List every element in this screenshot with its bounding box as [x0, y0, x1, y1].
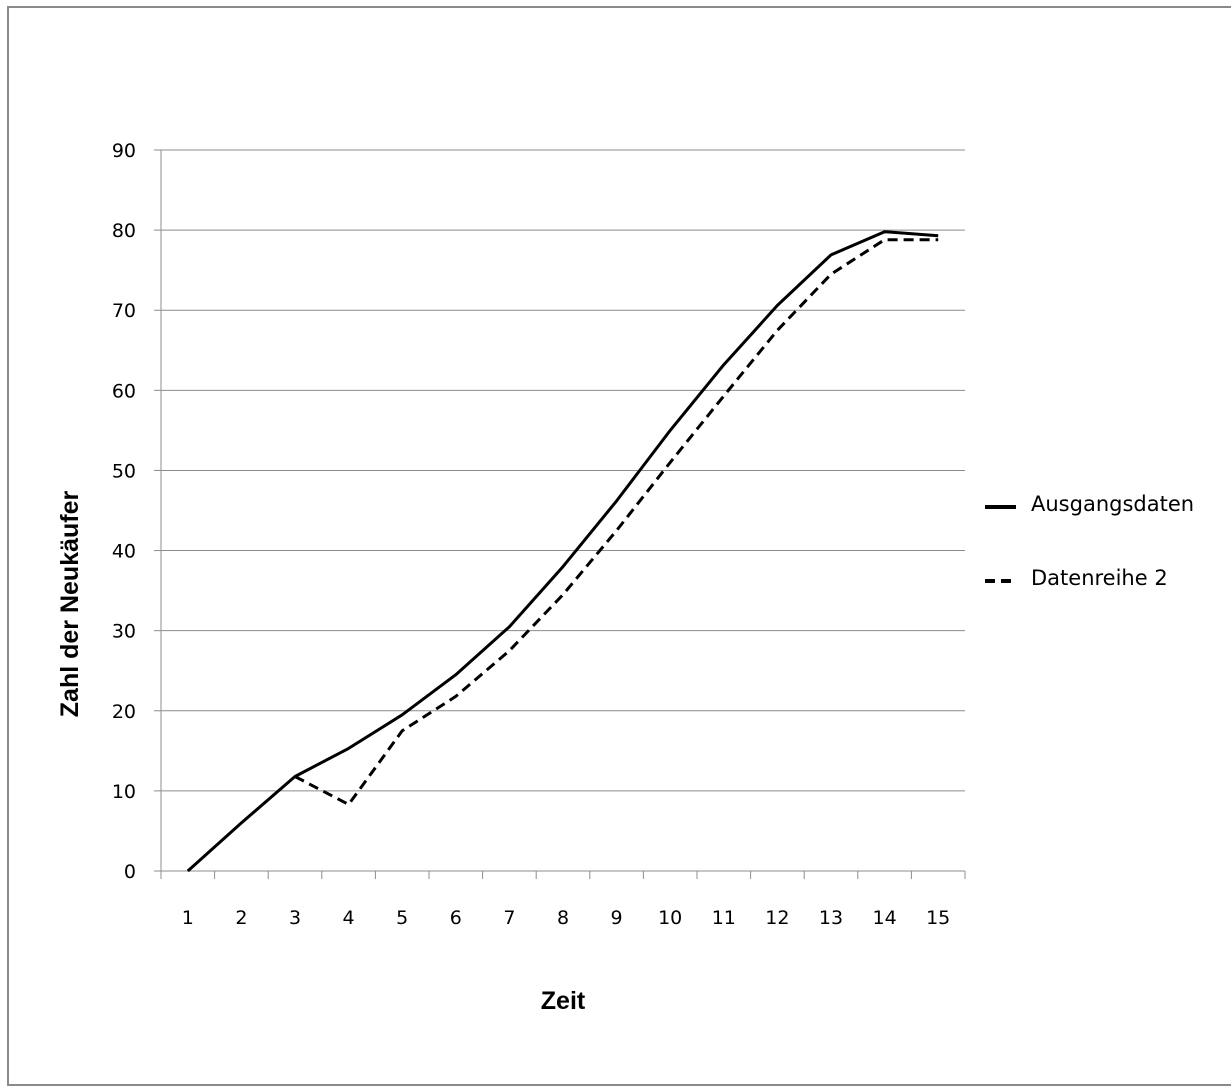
y-tick-label: 80: [112, 220, 136, 242]
y-axis-tick-labels: 0 10 20 30 40 50 60 70 80 90: [112, 140, 136, 883]
x-tick-label: 12: [765, 907, 789, 929]
y-tick-label: 70: [112, 300, 136, 322]
legend-label: Ausgangsdaten: [1031, 492, 1194, 516]
x-tick-label: 5: [396, 907, 408, 929]
chart-frame: [7, 6, 1231, 1086]
y-tick-label: 50: [112, 460, 136, 482]
y-tick-label: 0: [124, 861, 136, 883]
x-tick-label: 2: [235, 907, 247, 929]
x-tick-label: 9: [611, 907, 623, 929]
x-tick-label: 10: [658, 907, 682, 929]
series-lines: [186, 230, 939, 873]
legend-label: Datenreihe 2: [1031, 566, 1168, 590]
x-tick-label: 14: [873, 907, 897, 929]
x-tick-label: 6: [450, 907, 462, 929]
x-tick-label: 3: [289, 907, 301, 929]
x-tick-label: 4: [343, 907, 355, 929]
y-tick-label: 90: [112, 140, 136, 162]
x-axis-tick-labels: 1 2 3 4 5 6 7 8 9 10 11 12 13 14 15: [182, 907, 951, 929]
x-tick-label: 1: [182, 907, 194, 929]
series-line-2: [294, 238, 939, 806]
x-tick-label: 15: [926, 907, 950, 929]
x-tick-label: 11: [712, 907, 736, 929]
y-tick-label: 10: [112, 781, 136, 803]
legend: Ausgangsdaten Datenreihe 2: [985, 492, 1194, 590]
x-tick-label: 8: [557, 907, 569, 929]
axes: [160, 150, 966, 879]
gridlines: [154, 149, 965, 872]
y-tick-label: 20: [112, 701, 136, 723]
y-tick-label: 60: [112, 380, 136, 402]
x-tick-label: 13: [819, 907, 843, 929]
y-tick-label: 40: [112, 541, 136, 563]
y-axis-title: Zahl der Neukäufer: [56, 491, 84, 718]
x-tick-label: 7: [503, 907, 515, 929]
series-line-1: [186, 230, 939, 873]
y-tick-label: 30: [112, 621, 136, 643]
x-axis-title: Zeit: [541, 987, 586, 1015]
